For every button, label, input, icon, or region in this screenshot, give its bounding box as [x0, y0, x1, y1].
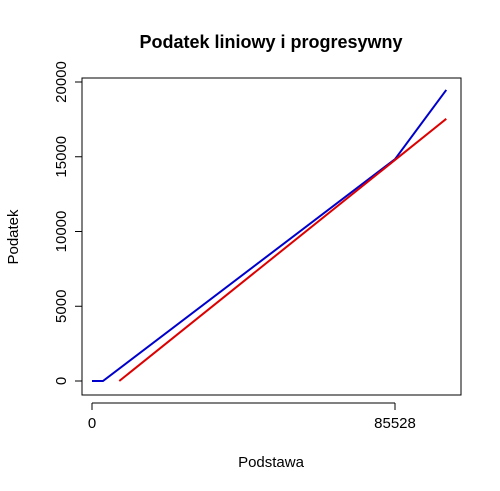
chart-title: Podatek liniowy i progresywny — [139, 32, 402, 52]
x-tick-label: 0 — [88, 415, 96, 432]
x-tick-label: 85528 — [374, 415, 416, 432]
y-axis-label: Podatek — [5, 209, 22, 265]
series-line — [92, 89, 448, 383]
y-tick-label: 15000 — [53, 136, 70, 178]
plot-box — [81, 77, 462, 396]
y-tick-label: 10000 — [53, 211, 70, 253]
y-tick-label: 0 — [53, 377, 70, 385]
y-tick-label: 20000 — [53, 61, 70, 103]
y-tick-label: 5000 — [53, 290, 70, 323]
x-axis-label: Podstawa — [238, 454, 305, 471]
series-line — [118, 118, 447, 382]
